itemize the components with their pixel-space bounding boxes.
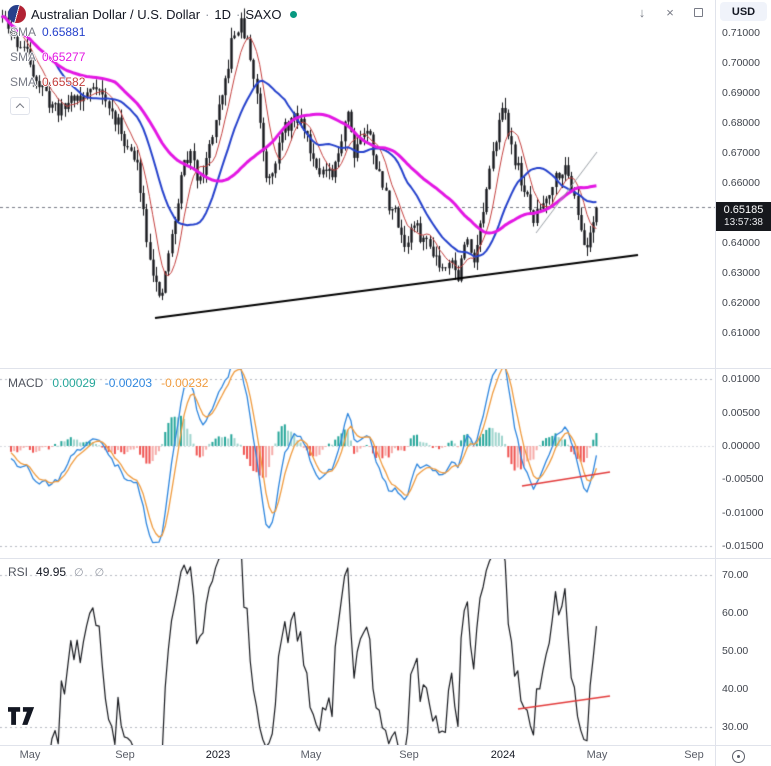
- time-axis-label: 2024: [490, 749, 516, 761]
- macd-axis-label: 0.01000: [722, 373, 760, 386]
- sma-legend-row[interactable]: SMA 0.65582: [10, 75, 85, 89]
- rsi-value: 49.95: [36, 565, 67, 579]
- sma-value: 0.65277: [42, 50, 86, 64]
- time-axis-label: May: [19, 749, 41, 761]
- price-axis-label: 0.63000: [722, 267, 760, 279]
- currency-toggle-button[interactable]: USD: [720, 2, 767, 21]
- move-pane-down-button[interactable]: ↓: [638, 5, 646, 20]
- time-axis-label: Sep: [684, 749, 704, 761]
- time-scale[interactable]: May Sep 2023 May Sep 2024 May Sep: [0, 746, 715, 766]
- instrument-pair-icon: [8, 5, 26, 23]
- macd-line-value: -0.00203: [104, 376, 153, 390]
- bar-close-countdown: 13:57:38: [724, 217, 763, 228]
- price-axis-label: 0.71000: [722, 27, 760, 39]
- rsi-axis-label: 40.00: [722, 683, 749, 695]
- sma-legend-row[interactable]: SMA 0.65277: [10, 50, 85, 64]
- macd-pane-canvas[interactable]: [0, 368, 715, 558]
- sma-label: SMA: [10, 25, 37, 39]
- macd-axis-label: 0.00000: [722, 440, 760, 452]
- last-price-badge: 0.65185 13:57:38: [716, 202, 771, 231]
- macd-axis-label: -0.00500: [722, 473, 764, 486]
- rsi-legend: RSI 49.95 ∅ ∅: [8, 565, 108, 579]
- macd-axis-label: -0.01500: [722, 539, 764, 552]
- price-axis-label: 0.67000: [722, 147, 760, 159]
- sma-label: SMA: [10, 50, 37, 64]
- symbol-title-row: Australian Dollar / U.S. Dollar · 1D · S…: [8, 4, 297, 24]
- macd-label[interactable]: MACD: [8, 376, 44, 390]
- chevron-up-icon: [15, 103, 25, 112]
- price-scale[interactable]: USD 0.71000 0.70000 0.69000 0.68000 0.67000 0…: [716, 0, 771, 766]
- time-axis-label: May: [300, 749, 322, 761]
- macd-axis-label: 0.00500: [722, 406, 760, 419]
- price-axis-label: 0.62000: [722, 297, 760, 309]
- sma-value: 0.65881: [42, 25, 86, 39]
- time-axis-label: Sep: [399, 749, 419, 761]
- time-axis-label: 2023: [205, 749, 231, 761]
- interval-label[interactable]: 1D: [214, 6, 232, 22]
- price-axis-label: 0.68000: [722, 117, 760, 129]
- macd-legend: MACD 0.00029 -0.00203 -0.00232: [8, 376, 208, 390]
- macd-signal-value: -0.00232: [161, 376, 209, 390]
- rsi-axis-label: 60.00: [722, 607, 749, 619]
- last-price-value: 0.65185: [723, 204, 764, 216]
- title-separator: ·: [205, 6, 210, 22]
- title-separator: ·: [236, 6, 241, 22]
- rsi-label[interactable]: RSI: [8, 565, 29, 579]
- rsi-axis-label: 70.00: [722, 569, 749, 581]
- rsi-hidden-plots-glyphs: ∅ ∅: [74, 566, 109, 579]
- price-chart-canvas[interactable]: [0, 0, 715, 368]
- tradingview-logo[interactable]: [8, 707, 36, 730]
- collapse-legend-button[interactable]: [10, 97, 30, 115]
- symbol-legend: Australian Dollar / U.S. Dollar · 1D · S…: [8, 4, 297, 115]
- macd-histogram-value: 0.00029: [52, 376, 96, 390]
- maximize-pane-button[interactable]: [688, 3, 708, 22]
- price-axis-label: 0.64000: [722, 237, 760, 249]
- price-axis-label: 0.69000: [722, 87, 760, 99]
- sma-legend-row[interactable]: SMA 0.65881: [10, 25, 85, 39]
- price-axis-label: 0.61000: [722, 327, 760, 339]
- rsi-axis-label: 30.00: [722, 721, 749, 733]
- time-axis-label: Sep: [115, 749, 135, 761]
- price-axis-label: 0.66000: [722, 177, 760, 189]
- sma-value: 0.65582: [42, 75, 86, 89]
- maximize-icon: [693, 8, 703, 17]
- exchange-label[interactable]: SAXO: [245, 6, 282, 22]
- pane-action-buttons: ↓ ×: [632, 3, 708, 22]
- price-axis-label: 0.70000: [722, 57, 760, 69]
- rsi-axis-label: 50.00: [722, 645, 749, 657]
- market-status-dot: [289, 10, 297, 18]
- rsi-pane-canvas[interactable]: [0, 558, 715, 746]
- symbol-title[interactable]: Australian Dollar / U.S. Dollar: [31, 6, 201, 22]
- sma-label: SMA: [10, 75, 37, 89]
- time-axis-label: May: [586, 749, 608, 761]
- axis-settings-icon[interactable]: [732, 750, 745, 763]
- close-pane-button[interactable]: ×: [666, 5, 674, 20]
- macd-axis-label: -0.01000: [722, 506, 764, 519]
